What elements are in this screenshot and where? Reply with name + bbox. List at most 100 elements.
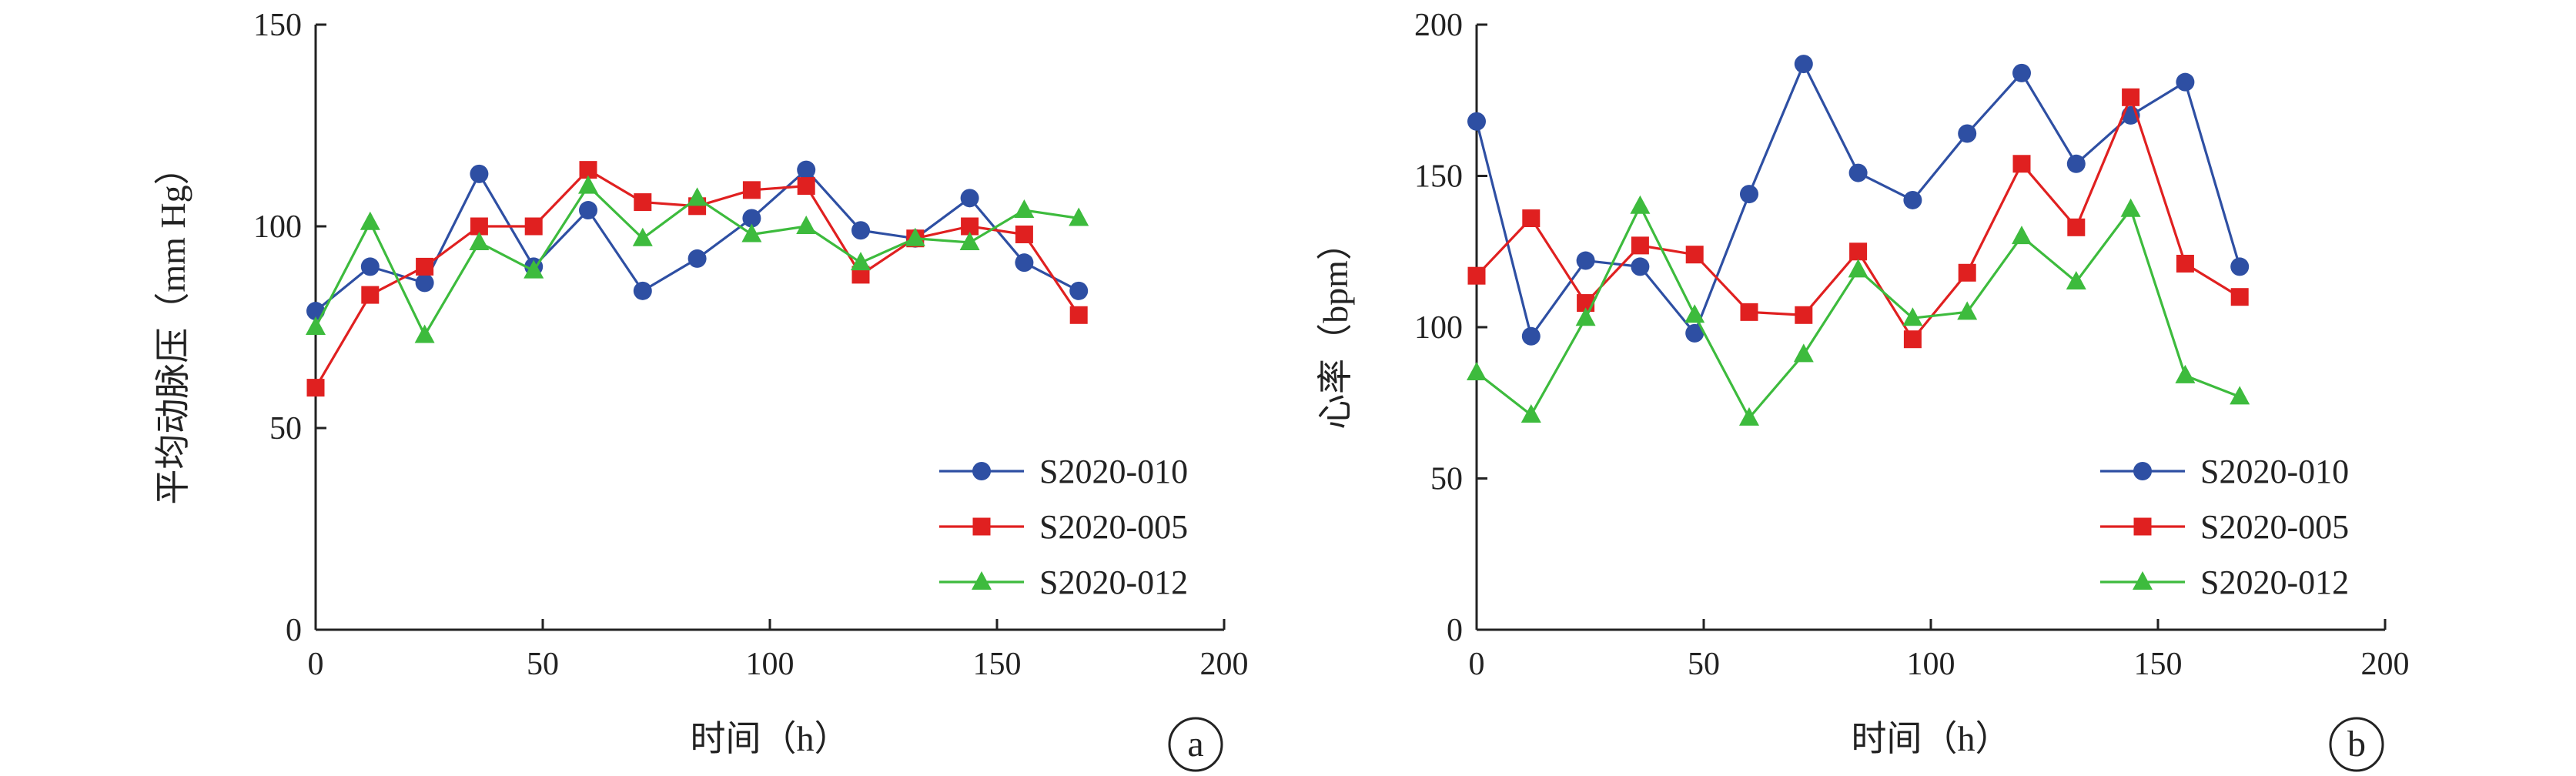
x-tick-label: 50 <box>527 647 559 682</box>
data-point <box>851 252 871 271</box>
data-point <box>1794 55 1813 74</box>
data-point <box>1069 207 1089 226</box>
data-point <box>360 257 380 276</box>
legend: S2020-010 S2020-005 S2020-012 <box>939 453 1188 601</box>
data-point <box>360 211 380 230</box>
x-axis-title: 时间（h） <box>1852 719 2011 758</box>
data-point <box>1467 361 1487 380</box>
panel-label: a <box>1187 724 1203 764</box>
data-point <box>851 221 870 240</box>
legend-label: S2020-012 <box>2200 564 2349 601</box>
x-tick-label: 200 <box>1200 647 1249 682</box>
data-point <box>2176 254 2194 273</box>
y-axis-title: 平均动脉压（mm Hg） <box>153 149 192 504</box>
y-tick-label: 0 <box>286 613 302 648</box>
legend-marker <box>2133 462 2152 480</box>
data-point <box>470 217 488 236</box>
data-point <box>1631 236 1649 255</box>
data-point <box>796 216 817 234</box>
data-point <box>1014 199 1035 219</box>
y-tick-label: 0 <box>1447 613 1463 648</box>
data-point <box>1684 304 1705 323</box>
data-point <box>2012 226 2032 245</box>
y-tick-label: 150 <box>253 8 302 43</box>
x-tick-label: 150 <box>973 647 1022 682</box>
data-point <box>524 259 544 279</box>
legend-marker <box>2133 517 2152 536</box>
panel-label-circle <box>1168 717 1223 772</box>
legend-label: S2020-010 <box>1039 453 1188 490</box>
data-point <box>632 227 653 246</box>
data-point <box>2066 271 2086 290</box>
series-s2020-010 <box>1467 55 2250 346</box>
data-point <box>634 193 652 212</box>
data-point <box>2012 155 2031 173</box>
data-point <box>470 164 489 183</box>
x-tick-label: 50 <box>1688 647 1720 682</box>
data-point <box>1467 112 1486 131</box>
data-point <box>306 316 326 335</box>
data-point <box>960 189 979 208</box>
panel-a: 0 50 100 150 0 50 100 150 200 时间（h） 平均动脉压（mm Hg） S2… <box>153 8 1249 772</box>
x-axis-title: 时间（h） <box>691 719 850 758</box>
data-point <box>1685 323 1705 343</box>
data-point <box>1630 195 1651 214</box>
legend-label: S2020-012 <box>1039 564 1188 601</box>
data-point <box>1015 225 1033 243</box>
x-tick-label: 100 <box>1907 647 1955 682</box>
data-point <box>1958 124 1977 143</box>
panel-label-circle <box>2329 717 2384 772</box>
data-point <box>2230 386 2250 405</box>
data-point <box>1849 242 1868 261</box>
data-point <box>2230 257 2250 276</box>
data-point <box>797 160 816 179</box>
data-point <box>469 231 490 250</box>
legend-label: S2020-005 <box>2200 508 2349 546</box>
data-point <box>1575 307 1596 326</box>
panel-label: b <box>2347 724 2366 764</box>
data-point <box>579 161 597 179</box>
y-tick-label: 50 <box>269 411 302 447</box>
data-point <box>797 177 815 196</box>
data-point <box>1739 406 1759 426</box>
x-tick-label: 100 <box>746 647 795 682</box>
data-point <box>414 324 435 343</box>
data-point <box>2066 154 2086 173</box>
data-point <box>416 257 434 276</box>
data-point <box>1848 259 1868 278</box>
data-point <box>1521 403 1541 423</box>
data-point <box>687 249 707 268</box>
panel-b: 0 50 100 150 200 0 50 100 150 200 时间（h） 心率（bpm） S202… <box>1316 8 2410 772</box>
data-point <box>1795 306 1813 324</box>
data-point <box>2012 63 2031 82</box>
data-point <box>2122 88 2140 106</box>
legend: S2020-010 S2020-005 S2020-012 <box>2100 453 2349 601</box>
y-tick-label: 150 <box>1414 159 1463 195</box>
data-point <box>1958 263 1976 282</box>
x-tick-label: 150 <box>2134 647 2183 682</box>
data-point <box>959 231 980 250</box>
data-point <box>1576 251 1595 270</box>
data-point <box>306 379 325 397</box>
data-point <box>1793 343 1814 363</box>
data-point <box>1903 190 1922 209</box>
data-point <box>742 209 761 228</box>
data-point <box>1903 330 1922 349</box>
data-point <box>524 217 543 236</box>
data-point <box>742 181 761 199</box>
data-point <box>741 223 762 242</box>
data-point <box>2067 218 2086 236</box>
data-point <box>2230 288 2249 306</box>
data-point <box>1015 253 1034 273</box>
legend-marker <box>972 571 992 590</box>
data-point <box>1685 246 1704 264</box>
legend-label: S2020-005 <box>1039 508 1188 546</box>
legend-marker <box>972 462 991 480</box>
series-s2020-005 <box>1467 88 2249 349</box>
data-point <box>1467 266 1486 285</box>
data-point <box>961 217 979 236</box>
y-tick-label: 50 <box>1430 462 1463 497</box>
data-point <box>1521 326 1541 346</box>
data-point <box>1069 281 1089 300</box>
data-point <box>1740 185 1758 204</box>
